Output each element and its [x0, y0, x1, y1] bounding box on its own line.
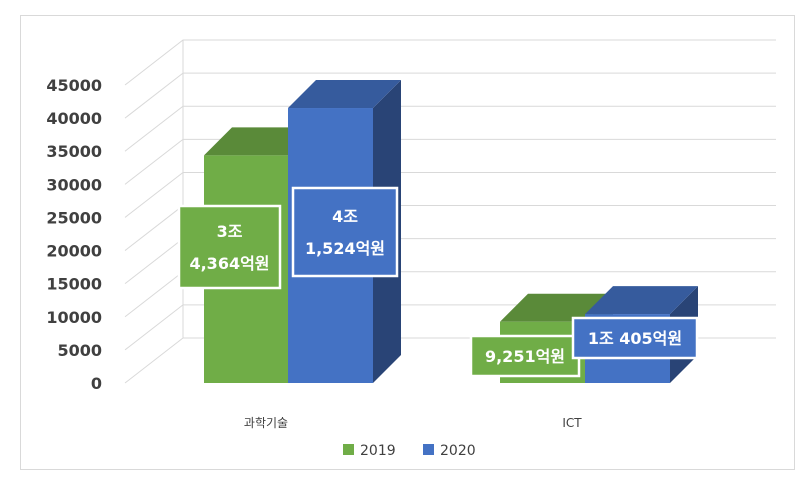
y-tick-label: 15000 — [46, 275, 102, 294]
legend-swatch-2019 — [343, 444, 354, 455]
bar-top — [500, 293, 613, 322]
y-tick-label: 0 — [91, 374, 102, 393]
y-tick-label: 10000 — [46, 308, 102, 327]
data-label-text: 4조 — [332, 207, 358, 226]
legend-label-2020: 2020 — [440, 443, 476, 459]
data-label-2020-0: 4조 1,524억원 — [291, 186, 399, 278]
legend-label-2019: 2019 — [360, 443, 396, 459]
data-label-box — [291, 186, 399, 278]
y-tick-label: 35000 — [46, 142, 102, 161]
legend-swatch-2020 — [423, 444, 434, 455]
data-label-2019-1: 9,251억원 — [469, 334, 581, 378]
data-label-text: 4,364억원 — [189, 254, 269, 273]
y-tick-label: 40000 — [46, 109, 102, 128]
data-label-2020-1: 1조 405억원 — [571, 316, 699, 360]
y-tick-label: 20000 — [46, 242, 102, 261]
chart-frame — [20, 15, 795, 470]
x-tick-label: ICT — [562, 416, 582, 430]
data-label-text: 9,251억원 — [485, 347, 565, 366]
bar-top — [288, 80, 401, 109]
y-tick-label: 25000 — [46, 208, 102, 227]
x-tick-label: 과학기술 — [244, 416, 288, 430]
data-label-text: 3조 — [217, 222, 243, 241]
data-label-text: 1,524억원 — [305, 239, 385, 258]
data-label-text: 1조 405억원 — [588, 329, 682, 348]
y-tick-label: 30000 — [46, 175, 102, 194]
gridline — [124, 39, 776, 86]
data-label-box — [177, 204, 282, 290]
y-tick-label: 45000 — [46, 76, 102, 95]
gridline — [124, 72, 776, 119]
bar-top — [585, 286, 698, 315]
y-tick-label: 5000 — [57, 341, 102, 360]
data-label-2019-0: 3조 4,364억원 — [177, 204, 282, 290]
data-label-box — [571, 316, 699, 360]
